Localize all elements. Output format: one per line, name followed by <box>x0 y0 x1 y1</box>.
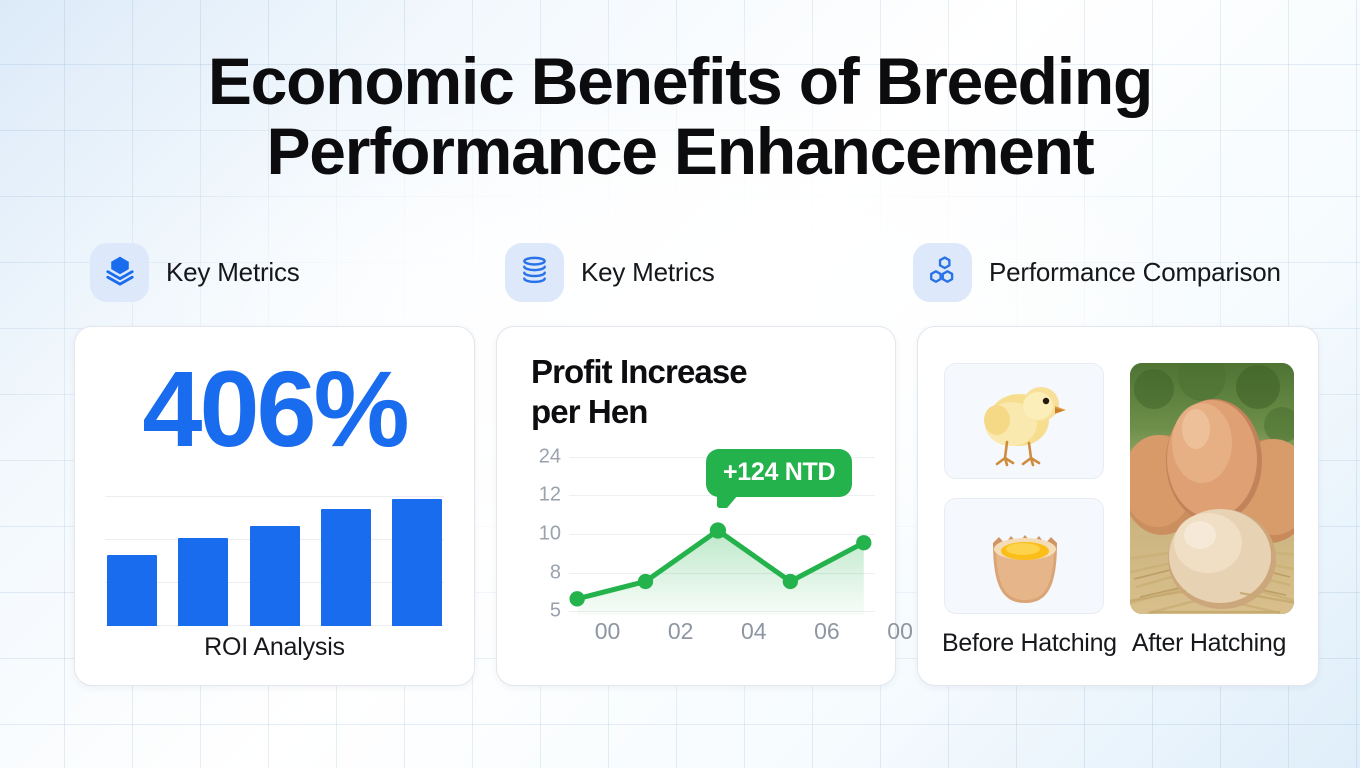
data-point-5 <box>856 535 872 551</box>
y-tick-10: 10 <box>538 522 561 545</box>
section-header-key-metrics-2: Key Metrics <box>504 243 913 302</box>
section-header-label-1: Key Metrics <box>166 257 300 287</box>
roi-bar-4 <box>320 509 371 626</box>
page-title-line-1: Economic Benefits of Breeding <box>207 44 1154 118</box>
roi-bar-5 <box>392 498 442 626</box>
profit-line-chart: 24 12 10 8 5 <box>523 446 913 645</box>
roi-bar-1 <box>107 554 157 626</box>
x-tick-3: 04 <box>741 618 767 644</box>
x-tick-5: 00 <box>887 618 913 644</box>
roi-caption: ROI Analysis <box>204 633 345 661</box>
label-after-hatching: After Hatching <box>1131 629 1287 657</box>
y-tick-24: 24 <box>538 445 561 468</box>
x-tick-4: 06 <box>814 618 840 644</box>
data-point-1 <box>569 591 585 607</box>
profit-chart-title-line-2: per Hen <box>531 393 648 430</box>
y-tick-12: 12 <box>538 483 561 506</box>
x-tick-2: 02 <box>667 618 694 644</box>
roi-chart-bars <box>105 496 444 626</box>
y-tick-8: 8 <box>549 561 561 584</box>
card-performance-comparison: Before Hatching After Hatching <box>917 326 1319 686</box>
comparison-images <box>944 363 1294 614</box>
y-tick-5: 5 <box>549 599 561 622</box>
data-point-3 <box>709 522 727 539</box>
roi-headline-value: 406% <box>142 348 409 469</box>
profit-chart-tooltip: +124 NTD <box>706 449 853 508</box>
profit-chart-title: Profit Increase per Hen <box>531 352 748 432</box>
comparison-labels: Before Hatching After Hatching <box>942 629 1296 658</box>
cracked-egg-yolk-photo <box>944 498 1104 614</box>
profit-chart-title-line-1: Profit Increase <box>531 353 748 390</box>
profit-chart-y-axis: 24 12 10 8 5 <box>523 446 561 622</box>
roi-bar-3 <box>249 525 300 626</box>
label-before-hatching: Before Hatching <box>942 629 1117 657</box>
section-header-label-3: Performance Comparison <box>988 257 1281 287</box>
hexagon-cluster-icon-badge <box>912 243 972 302</box>
section-header-performance-comparison: Performance Comparison <box>912 243 1318 302</box>
data-point-4 <box>782 573 798 590</box>
section-header-row: Key Metrics Key Metrics <box>90 243 1318 302</box>
roi-bar-2 <box>178 537 229 626</box>
roi-bar-chart <box>105 496 444 626</box>
x-tick-1: 00 <box>594 618 621 644</box>
comparison-right-column <box>1130 363 1294 614</box>
card-roi-analysis: 406% ROI Analysis <box>74 326 475 686</box>
hexagon-cluster-icon <box>926 254 959 292</box>
layers-stack-filled-icon <box>103 253 137 292</box>
profit-chart-area-fill <box>577 530 864 616</box>
cards-row: 406% ROI Analysis <box>74 326 1319 686</box>
page-title-line-2: Performance Enhancement <box>266 114 1094 188</box>
database-layers-outline-icon <box>518 254 551 292</box>
chick-photo <box>944 363 1104 479</box>
section-header-label-2: Key Metrics <box>580 257 715 287</box>
profit-chart-points <box>569 522 872 607</box>
layers-stack-filled-icon-badge <box>90 243 149 302</box>
data-point-2 <box>637 573 654 590</box>
profit-chart-x-axis: 00 02 04 06 00 <box>563 618 913 648</box>
database-layers-outline-icon-badge <box>504 243 564 302</box>
brown-eggs-in-nest-photo <box>1130 363 1294 614</box>
comparison-left-column <box>944 363 1104 614</box>
page-title: Economic Benefits of Breeding Performanc… <box>0 46 1360 186</box>
card-profit-increase: Profit Increase per Hen 24 12 10 8 5 <box>496 326 913 686</box>
section-header-key-metrics-1: Key Metrics <box>90 243 505 302</box>
